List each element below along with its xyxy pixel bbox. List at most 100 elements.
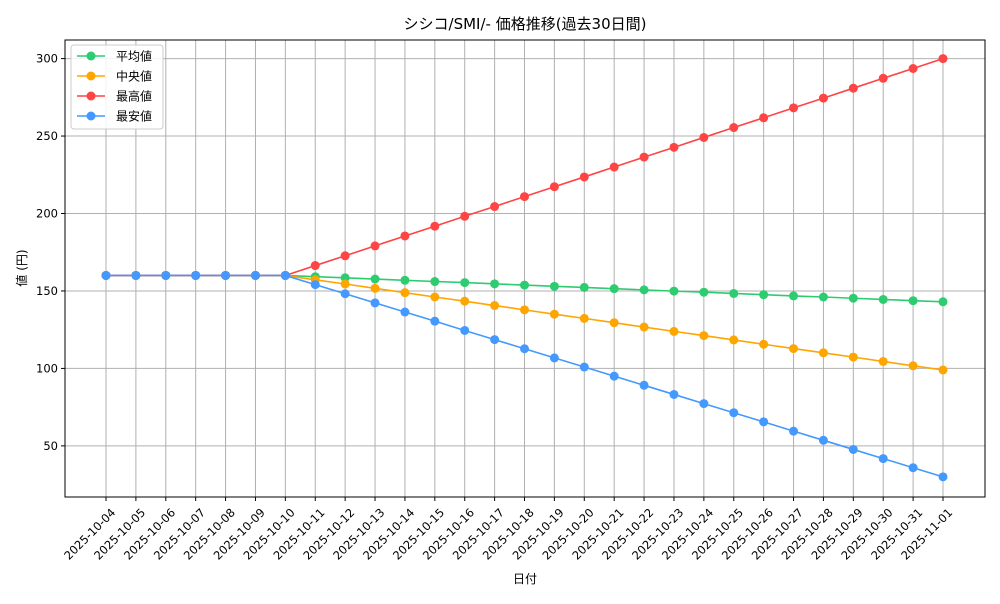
data-point bbox=[340, 279, 350, 289]
data-point bbox=[131, 270, 141, 280]
legend-marker bbox=[86, 51, 96, 61]
data-point bbox=[639, 322, 649, 332]
data-point bbox=[549, 309, 559, 319]
data-point bbox=[490, 202, 500, 212]
data-point bbox=[430, 221, 440, 231]
data-point bbox=[938, 54, 948, 64]
data-point bbox=[549, 281, 559, 291]
data-point bbox=[789, 344, 799, 354]
data-point bbox=[430, 277, 440, 287]
data-point bbox=[370, 283, 380, 293]
legend-label: 最高値 bbox=[116, 89, 152, 104]
data-point bbox=[848, 444, 858, 454]
data-point bbox=[490, 279, 500, 289]
data-point bbox=[161, 270, 171, 280]
data-point bbox=[818, 93, 828, 103]
data-point bbox=[191, 270, 201, 280]
data-point bbox=[938, 365, 948, 375]
data-point bbox=[520, 344, 529, 354]
data-point bbox=[908, 64, 918, 74]
y-tick-label: 150 bbox=[36, 284, 58, 298]
data-point bbox=[818, 292, 828, 302]
data-point bbox=[549, 353, 559, 363]
data-point bbox=[729, 335, 739, 345]
data-point bbox=[280, 270, 290, 280]
data-point bbox=[848, 293, 858, 303]
legend-marker bbox=[86, 91, 96, 101]
grid bbox=[65, 40, 985, 497]
data-point bbox=[430, 292, 440, 302]
data-point bbox=[759, 417, 769, 427]
legend-label: 平均値 bbox=[116, 49, 152, 64]
data-point bbox=[221, 270, 231, 280]
y-axis-label: 値 (円) bbox=[14, 249, 29, 286]
data-point bbox=[400, 288, 410, 298]
data-point bbox=[310, 280, 320, 290]
data-point bbox=[520, 280, 529, 290]
y-tick-label: 50 bbox=[43, 439, 58, 453]
data-point bbox=[250, 270, 260, 280]
data-point bbox=[639, 285, 649, 295]
data-point bbox=[340, 289, 350, 299]
data-point bbox=[579, 362, 589, 372]
data-point bbox=[669, 326, 679, 336]
data-point bbox=[699, 132, 709, 142]
data-point bbox=[938, 297, 948, 307]
data-point bbox=[789, 103, 799, 113]
data-point bbox=[579, 172, 589, 182]
data-point bbox=[609, 284, 619, 294]
data-point bbox=[400, 307, 410, 317]
data-point bbox=[938, 472, 948, 482]
chart-title: シシコ/SMI/- 価格推移(過去30日間) bbox=[404, 15, 647, 33]
y-tick-label: 200 bbox=[36, 207, 58, 221]
data-point bbox=[759, 339, 769, 349]
data-point bbox=[818, 435, 828, 445]
data-point bbox=[729, 123, 739, 133]
y-tick-label: 250 bbox=[36, 129, 58, 143]
legend-marker bbox=[86, 111, 96, 121]
legend-label: 最安値 bbox=[116, 109, 152, 124]
series-最安値 bbox=[101, 270, 948, 482]
data-point bbox=[908, 463, 918, 473]
data-point bbox=[400, 231, 410, 241]
data-point bbox=[908, 361, 918, 371]
data-point bbox=[340, 273, 350, 283]
data-point bbox=[460, 296, 470, 306]
data-point bbox=[759, 290, 769, 300]
data-point bbox=[759, 113, 769, 123]
data-point bbox=[520, 305, 529, 315]
data-point bbox=[609, 318, 619, 328]
x-axis-label: 日付 bbox=[513, 572, 537, 586]
legend-marker bbox=[86, 71, 96, 81]
data-point bbox=[460, 211, 470, 221]
data-point bbox=[400, 275, 410, 285]
data-point bbox=[699, 287, 709, 297]
data-point bbox=[370, 274, 380, 284]
data-point bbox=[609, 371, 619, 381]
y-tick-label: 300 bbox=[36, 52, 58, 66]
data-point bbox=[699, 331, 709, 341]
data-point bbox=[370, 298, 380, 308]
legend-box bbox=[70, 44, 164, 130]
data-point bbox=[699, 399, 709, 409]
data-point bbox=[490, 335, 500, 345]
data-point bbox=[878, 73, 888, 83]
data-point bbox=[460, 325, 470, 335]
data-point bbox=[430, 316, 440, 326]
data-point bbox=[848, 83, 858, 93]
legend-label: 中央値 bbox=[116, 69, 152, 84]
data-point bbox=[579, 282, 589, 292]
data-point bbox=[878, 454, 888, 464]
data-point bbox=[520, 192, 529, 202]
data-point bbox=[490, 301, 500, 311]
data-point bbox=[669, 142, 679, 152]
data-point bbox=[729, 408, 739, 418]
data-point bbox=[101, 270, 111, 280]
data-point bbox=[639, 152, 649, 162]
data-point bbox=[460, 278, 470, 288]
data-point bbox=[669, 286, 679, 296]
data-point bbox=[818, 348, 828, 358]
data-point bbox=[789, 426, 799, 436]
